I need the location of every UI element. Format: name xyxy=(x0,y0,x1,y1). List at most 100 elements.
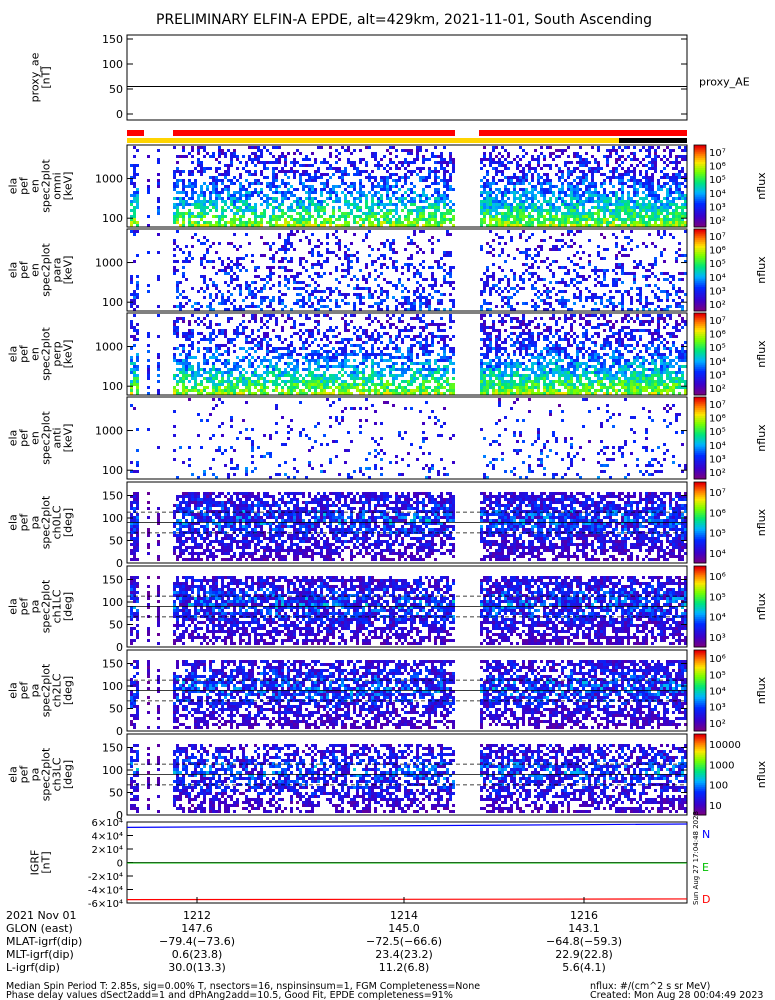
spectrogram-cell xyxy=(510,215,513,218)
spectrogram-cell xyxy=(368,338,371,341)
spectrogram-cell xyxy=(176,221,179,224)
spectrogram-cell xyxy=(431,182,434,185)
spectrogram-cell xyxy=(269,299,272,302)
spectrogram-cell xyxy=(341,365,344,368)
spectrogram-cell xyxy=(383,185,386,188)
spectrogram-cell xyxy=(203,386,206,389)
spectrogram-cell xyxy=(233,221,236,224)
spectrogram-cell xyxy=(365,200,368,203)
spectrogram-cell xyxy=(392,179,395,182)
spectrogram-cell xyxy=(678,302,681,305)
spectrogram-cell xyxy=(215,296,218,299)
spectrogram-cell xyxy=(648,203,651,206)
spectrogram-cell xyxy=(200,173,203,176)
spectrogram-cell xyxy=(188,224,191,227)
spectrogram-cell xyxy=(419,209,422,212)
spectrogram-cell xyxy=(666,194,669,197)
spectrogram-cell xyxy=(176,362,179,365)
spectrogram-cell xyxy=(374,212,377,215)
spectrogram-cell xyxy=(639,182,642,185)
spectrogram-cell xyxy=(371,170,374,173)
spectrogram-cell xyxy=(272,383,275,386)
spectrogram-cell xyxy=(323,383,326,386)
spectrogram-cell xyxy=(633,224,636,227)
spectrogram-cell xyxy=(266,200,269,203)
spectrogram-cell xyxy=(133,167,136,170)
spectrogram-cell xyxy=(209,224,212,227)
spectrogram-cell xyxy=(684,272,687,275)
spectrogram-cell xyxy=(356,215,359,218)
spectrogram-cell xyxy=(633,200,636,203)
spectrogram-cell xyxy=(269,272,272,275)
spectrogram-cell xyxy=(630,158,633,161)
spectrogram-cell xyxy=(594,158,597,161)
spectrogram-cell xyxy=(645,302,648,305)
spectrogram-cell xyxy=(389,200,392,203)
spectrogram-cell xyxy=(669,200,672,203)
spectrogram-cell xyxy=(413,191,416,194)
spectrogram-cell xyxy=(651,179,654,182)
spectrogram-cell xyxy=(633,221,636,224)
spectrogram-cell xyxy=(495,161,498,164)
spectrogram-cell xyxy=(371,350,374,353)
spectrogram-cell xyxy=(525,152,528,155)
spectrogram-cell xyxy=(212,392,215,395)
spectrogram-cell xyxy=(416,224,419,227)
spectrogram-cell xyxy=(666,158,669,161)
spectrogram-cell xyxy=(308,329,311,332)
spectrogram-cell xyxy=(531,209,534,212)
spectrogram-cell xyxy=(236,260,239,263)
spectrogram-cell xyxy=(176,284,179,287)
spectrogram-cell xyxy=(347,149,350,152)
spectrogram-cell xyxy=(365,365,368,368)
spectrogram-cell xyxy=(585,161,588,164)
spectrogram-cell xyxy=(317,239,320,242)
spectrogram-cell xyxy=(311,383,314,386)
spectrogram-cell xyxy=(612,269,615,272)
spectrogram-cell xyxy=(443,185,446,188)
spectrogram-cell xyxy=(522,200,525,203)
spectrogram-cell xyxy=(510,203,513,206)
spectrogram-cell xyxy=(489,182,492,185)
spectrogram-cell xyxy=(182,197,185,200)
spectrogram-cell xyxy=(612,308,615,311)
spectrogram-cell xyxy=(410,173,413,176)
spectrogram-cell xyxy=(323,185,326,188)
spectrogram-cell xyxy=(582,200,585,203)
spectrogram-cell xyxy=(570,170,573,173)
spectrogram-cell xyxy=(371,374,374,377)
spectrogram-cell xyxy=(504,176,507,179)
spectrogram-cell xyxy=(492,179,495,182)
spectrogram-cell xyxy=(227,383,230,386)
spectrogram-cell xyxy=(648,155,651,158)
spectrogram-cell xyxy=(188,389,191,392)
spectrogram-cell xyxy=(651,182,654,185)
spectrogram-cell xyxy=(317,209,320,212)
spectrogram-cell xyxy=(489,308,492,311)
spectrogram-cell xyxy=(365,353,368,356)
spectrogram-cell xyxy=(299,281,302,284)
spectrogram-cell xyxy=(558,179,561,182)
spectrogram-cell xyxy=(368,290,371,293)
spectrogram-cell xyxy=(227,368,230,371)
spectrogram-cell xyxy=(678,176,681,179)
spectrogram-cell xyxy=(296,218,299,221)
spectrogram-cell xyxy=(443,167,446,170)
spectrogram-cell xyxy=(603,218,606,221)
spectrogram-cell xyxy=(157,251,160,254)
spectrogram-cell xyxy=(230,197,233,200)
spectrogram-cell xyxy=(588,209,591,212)
spectrogram-cell xyxy=(501,155,504,158)
spectrogram-cell xyxy=(347,263,350,266)
ylabel-line: pef xyxy=(18,260,31,279)
spectrogram-cell xyxy=(218,242,221,245)
spectrogram-cell xyxy=(597,197,600,200)
spectrogram-cell xyxy=(660,176,663,179)
spectrogram-cell xyxy=(681,299,684,302)
spectrogram-cell xyxy=(341,386,344,389)
spectrogram-cell xyxy=(558,302,561,305)
spectrogram-cell xyxy=(392,203,395,206)
spectrogram-cell xyxy=(413,272,416,275)
spectrogram-cell xyxy=(425,179,428,182)
spectrogram-cell xyxy=(510,296,513,299)
